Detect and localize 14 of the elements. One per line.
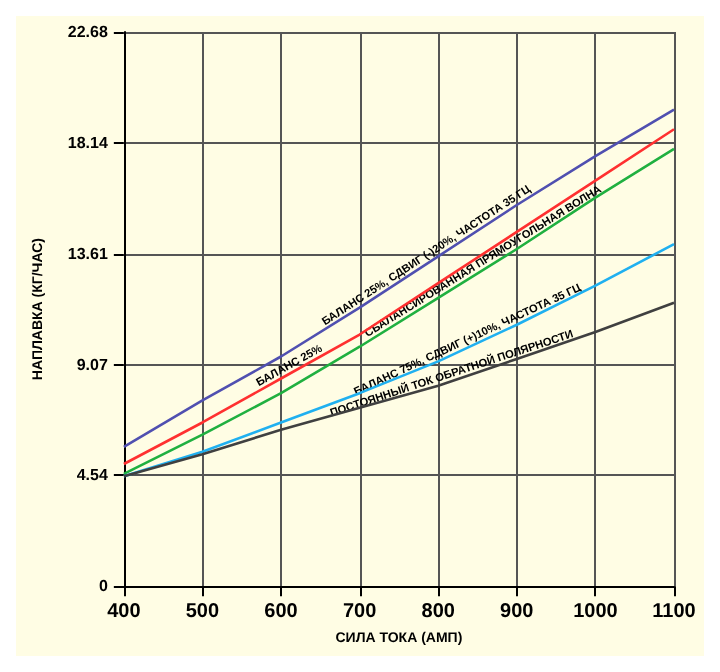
x-tick-label: 700 bbox=[342, 601, 378, 624]
x-tick-label: 1100 bbox=[652, 601, 697, 624]
y-tick-label: 9.07 bbox=[76, 355, 109, 374]
x-tick-label: 1000 bbox=[573, 601, 619, 624]
y-tick-label: 4.54 bbox=[76, 466, 109, 485]
x-tick-label: 400 bbox=[107, 601, 142, 624]
x-tick-label: 900 bbox=[500, 601, 535, 624]
x-tick-label: 800 bbox=[421, 601, 456, 624]
y-tick-label: 22.68 bbox=[67, 23, 109, 41]
y-tick-label: 0 bbox=[98, 577, 109, 596]
x-tick-label: 500 bbox=[185, 601, 220, 624]
y-tick-label: 18.14 bbox=[67, 133, 109, 152]
x-tick-label: 600 bbox=[264, 601, 299, 624]
y-tick-label: 13.61 bbox=[67, 244, 109, 263]
